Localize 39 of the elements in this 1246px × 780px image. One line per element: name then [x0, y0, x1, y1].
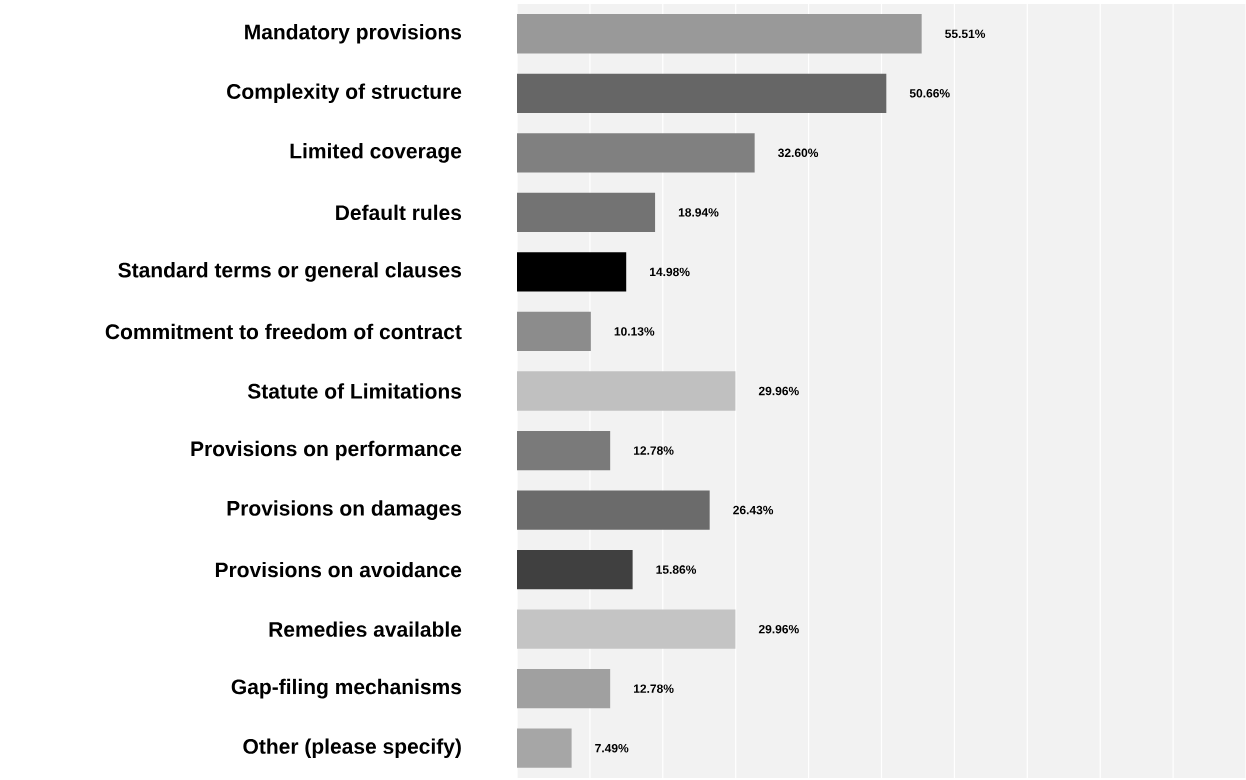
y-tick-label: Default rules [336, 204, 462, 221]
y-tick-label: Commitment to freedom of contract [105, 323, 462, 340]
bar [517, 430, 611, 471]
bar [517, 73, 887, 113]
data-label: 12.78% [633, 446, 674, 455]
data-label: 7.49% [595, 743, 629, 753]
bar [517, 609, 736, 649]
y-tick-label: Provisions on avoidance [215, 561, 462, 578]
y-tick-label: Provisions on performance [191, 440, 462, 461]
bar [517, 371, 736, 411]
bar [517, 133, 755, 173]
y-tick-label: Provisions on damages [227, 500, 462, 520]
data-label: 14.98% [650, 267, 690, 277]
bar [517, 311, 591, 352]
bar [517, 669, 611, 709]
data-label: 29.96% [758, 386, 799, 396]
y-tick-label: Limited coverage [290, 143, 462, 163]
data-label: 12.78% [633, 684, 674, 693]
y-tick-label: Gap-filing mechanisms [231, 678, 462, 699]
y-tick-label: Standard terms or general clauses [118, 262, 462, 282]
data-label: 18.94% [678, 208, 719, 217]
y-tick-label: Complexity of structure [227, 83, 462, 104]
data-label: 32.60% [778, 148, 819, 158]
data-label: 10.13% [614, 327, 655, 336]
bar [517, 192, 656, 233]
data-label: 29.96% [758, 624, 799, 634]
y-tick-label: Statute of Limitations [247, 383, 462, 399]
bar [517, 252, 627, 292]
y-tick-label: Remedies available [269, 621, 462, 637]
bar [517, 490, 710, 530]
y-tick-label: Mandatory provisions [245, 23, 462, 44]
data-label: 55.51% [945, 29, 986, 39]
bar [517, 14, 922, 54]
y-tick-label: Other (please specify) [243, 738, 461, 759]
data-label: 15.86% [656, 565, 697, 574]
data-label: 26.43% [733, 505, 774, 515]
bar [517, 549, 633, 590]
data-label: 50.66% [909, 89, 950, 98]
bar [517, 728, 572, 768]
